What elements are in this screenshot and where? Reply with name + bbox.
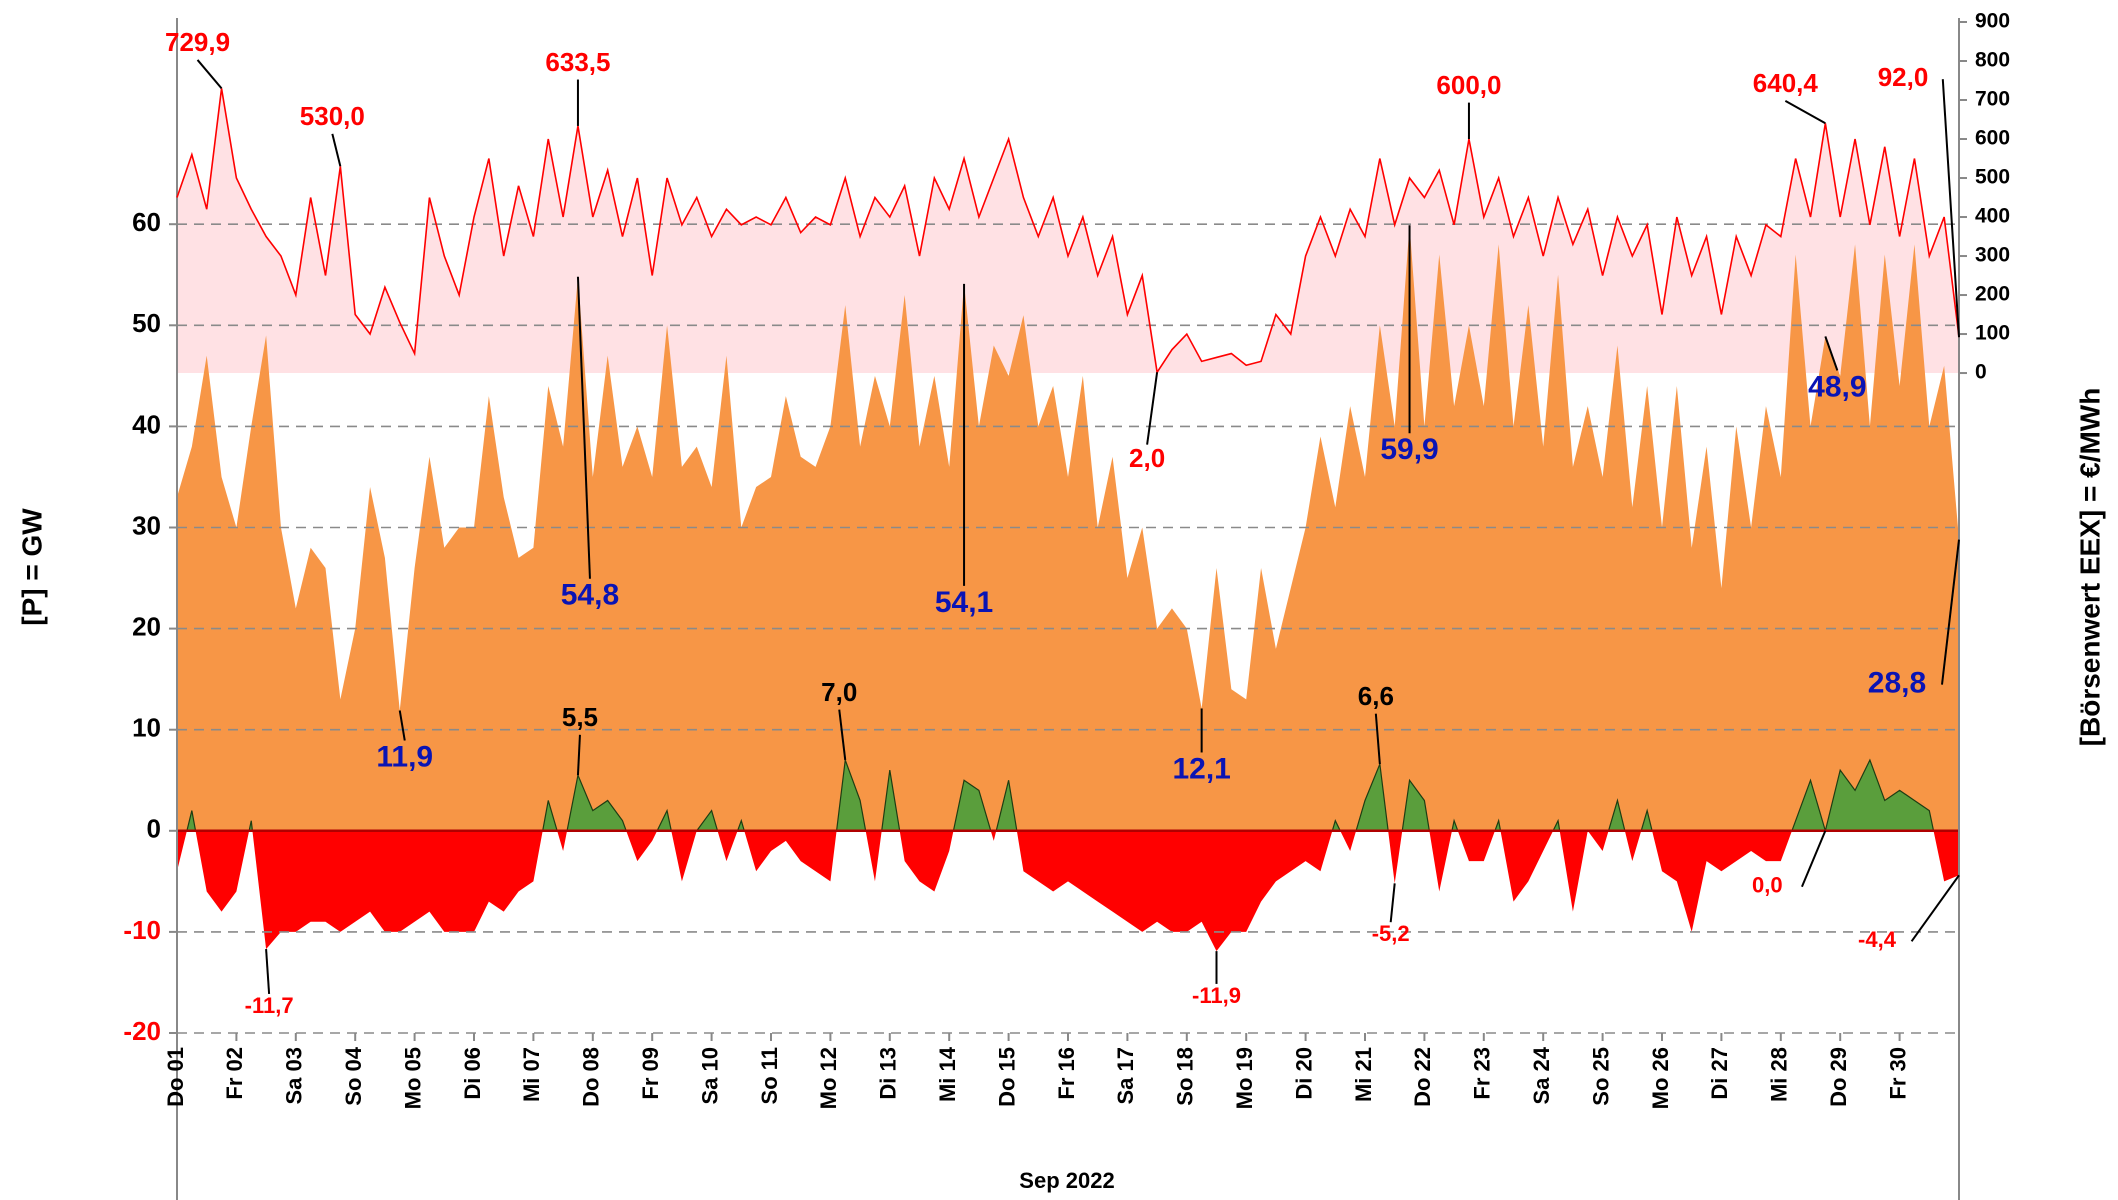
x-tick-label: So 04 [341, 1046, 366, 1105]
y2-axis-title: [Börsenwert EEX] = €/MWh [2074, 388, 2105, 747]
x-tick-label: Do 08 [579, 1047, 604, 1107]
x-tick-label: Fr 09 [638, 1047, 663, 1100]
x-tick-label: Fr 23 [1470, 1047, 1495, 1100]
y2-tick-label: 700 [1975, 88, 2010, 111]
x-tick-label: Fr 30 [1885, 1047, 1910, 1100]
leader-line [331, 133, 342, 167]
x-tick-label: Di 20 [1291, 1047, 1316, 1100]
leader-line [1910, 874, 1960, 942]
leader-line [576, 276, 591, 579]
leader-line [576, 734, 581, 776]
value-label: 5,5 [562, 702, 598, 732]
value-label: 0,0 [1752, 873, 1783, 898]
leader-line [1941, 79, 1960, 338]
x-tick-label: Do 01 [163, 1047, 188, 1107]
value-label: 530,0 [300, 101, 365, 131]
x-tick-label: Mi 21 [1351, 1047, 1376, 1102]
x-tick-label: Di 06 [460, 1047, 485, 1100]
x-tick-label: Mo 26 [1648, 1047, 1673, 1109]
x-tick-label: Mi 07 [519, 1047, 544, 1102]
y2-tick-label: 200 [1975, 283, 2010, 306]
value-label: 600,0 [1436, 70, 1501, 100]
x-tick-label: Do 29 [1826, 1047, 1851, 1107]
x-tick-label: Di 27 [1707, 1047, 1732, 1100]
y-tick-label: 30 [132, 510, 161, 540]
x-tick-label: Mo 19 [1232, 1047, 1257, 1109]
value-label: -5,2 [1372, 921, 1410, 946]
y2-tick-label: 400 [1975, 205, 2010, 228]
value-label: -11,7 [245, 993, 294, 1018]
value-label: 7,0 [821, 677, 857, 707]
leader-line [1941, 539, 1960, 685]
value-label: 11,9 [376, 740, 433, 773]
value-label: 640,4 [1753, 68, 1819, 98]
leader-line [1824, 336, 1839, 371]
leader-line [196, 59, 223, 89]
area-negative [177, 830, 1959, 952]
mid-layer [176, 758, 1960, 952]
x-tick-label: So 11 [757, 1047, 782, 1104]
y2-tick-label: 300 [1975, 244, 2010, 267]
x-axis-title: Sep 2022 [1019, 1168, 1114, 1193]
value-label: 92,0 [1878, 62, 1929, 92]
x-tick-label: Mi 28 [1767, 1047, 1792, 1102]
x-tick-label: Do 15 [994, 1047, 1019, 1107]
y-tick-label: 50 [132, 308, 161, 338]
back-layer [177, 88, 1959, 831]
y-tick-label: 60 [132, 207, 161, 237]
value-label: -4,4 [1858, 927, 1897, 952]
y2-tick-label: 500 [1975, 166, 2010, 189]
y2-tick-label: 100 [1975, 322, 2010, 345]
leader-line [265, 949, 271, 994]
x-tick-label: Sa 10 [697, 1047, 722, 1105]
value-label: 6,6 [1358, 681, 1394, 711]
value-label: 54,1 [935, 586, 993, 619]
x-tick-label: Mo 05 [400, 1047, 425, 1109]
leader-line [1389, 883, 1396, 923]
x-tick-label: Sa 24 [1529, 1046, 1554, 1104]
y2-tick-label: 0 [1975, 361, 1987, 384]
x-tick-label: So 18 [1173, 1047, 1198, 1106]
x-tick-label: Mi 14 [935, 1046, 960, 1102]
x-tick-label: Sa 17 [1113, 1047, 1138, 1105]
line [176, 88, 1960, 375]
x-tick-label: So 25 [1588, 1047, 1613, 1106]
y-tick-label: 40 [132, 409, 161, 439]
x-tick-label: Fr 02 [222, 1047, 247, 1100]
x-tick-label: Do 22 [1410, 1047, 1435, 1107]
y-tick-label: -10 [123, 915, 161, 945]
leader-line [838, 709, 847, 761]
front-layer [169, 18, 1967, 1200]
value-label: 633,5 [545, 47, 610, 77]
x-tick-label: Di 13 [876, 1047, 901, 1100]
y-tick-label: 20 [132, 611, 161, 641]
value-label: 2,0 [1129, 443, 1165, 473]
leader-line [398, 710, 406, 741]
value-label: 28,8 [1868, 667, 1926, 700]
leader-line [1801, 830, 1827, 888]
y2-tick-label: 800 [1975, 49, 2010, 72]
x-tick-label: Mo 12 [816, 1047, 841, 1109]
value-label: 12,1 [1172, 752, 1230, 785]
x-tick-label: Fr 16 [1054, 1047, 1079, 1100]
value-label: 48,9 [1808, 370, 1866, 403]
value-label: -11,9 [1192, 983, 1241, 1008]
leader-line [1784, 99, 1826, 125]
labels-layer: -20-100102030405060010020030040050060070… [123, 10, 2010, 1110]
x-tick-label: Sa 03 [282, 1047, 307, 1105]
y-tick-label: 10 [132, 713, 161, 743]
leader-line [1146, 372, 1159, 445]
value-label: 54,8 [561, 579, 619, 612]
y-tick-label: -20 [123, 1016, 161, 1046]
y2-tick-label: 900 [1975, 10, 2010, 33]
line-fill [177, 88, 1959, 374]
leader-line [1374, 713, 1381, 765]
y-axis-title: [P] = GW [16, 508, 47, 626]
y-tick-label: 0 [147, 814, 161, 844]
y2-tick-label: 600 [1975, 127, 2010, 150]
value-label: 729,9 [165, 27, 230, 57]
value-label: 59,9 [1380, 433, 1438, 466]
